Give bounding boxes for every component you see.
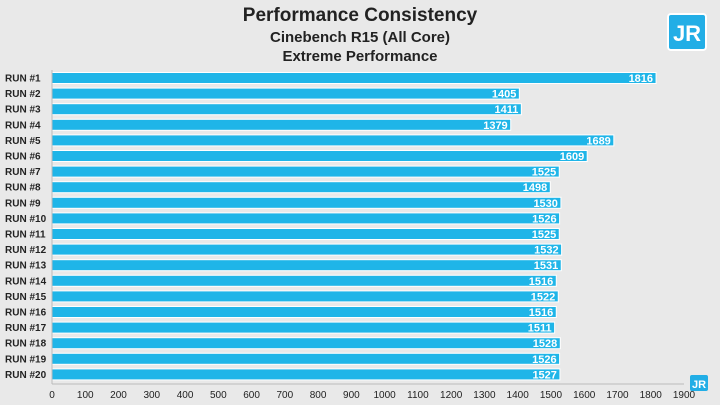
data-label: 1411 bbox=[494, 104, 518, 116]
x-axis: 0 100 200 300 400 500 600 700 800 900 1000 1100 1200… bbox=[49, 70, 696, 401]
data-label: 1511 bbox=[528, 323, 552, 335]
bar-series bbox=[51, 72, 657, 381]
x-tick-label: 1300 bbox=[473, 390, 496, 401]
chart-subtitle-2: Extreme Performance bbox=[282, 48, 437, 65]
bar-run-15 bbox=[51, 290, 559, 303]
category-labels: RUN #1 RUN #2 RUN #3 RUN #4 RUN #5 RUN #6 RUN … bbox=[5, 74, 47, 381]
category-label: RUN #10 bbox=[5, 214, 47, 225]
logo: JR bbox=[667, 13, 707, 51]
logo-badge bbox=[667, 13, 707, 51]
bar-run-10 bbox=[51, 212, 561, 225]
x-tick-label: 1000 bbox=[374, 390, 397, 401]
x-tick-label: 1200 bbox=[440, 390, 463, 401]
x-tick-label: 200 bbox=[110, 390, 127, 401]
category-label: RUN #20 bbox=[5, 370, 47, 381]
data-label: 1816 bbox=[629, 73, 653, 85]
data-label: 1609 bbox=[560, 151, 584, 163]
x-tick-label: 1600 bbox=[573, 390, 596, 401]
x-tick-label: 900 bbox=[343, 390, 360, 401]
category-label: RUN #9 bbox=[5, 198, 41, 209]
data-label: 1689 bbox=[586, 135, 610, 147]
data-label: 1528 bbox=[533, 338, 557, 350]
bar-run-7 bbox=[51, 165, 560, 178]
bar-run-6 bbox=[51, 150, 588, 162]
bar-run-16 bbox=[51, 306, 557, 318]
bar-run-2 bbox=[51, 87, 520, 100]
bar-run-4 bbox=[51, 118, 512, 131]
bar-run-14 bbox=[51, 274, 557, 287]
bar-run-12 bbox=[51, 243, 563, 256]
category-label: RUN #2 bbox=[5, 89, 41, 100]
bar-run-18 bbox=[51, 337, 561, 350]
logo-small-badge bbox=[690, 375, 708, 391]
data-label: 1498 bbox=[523, 182, 547, 194]
x-tick-label: 800 bbox=[310, 390, 327, 401]
x-tick-label: 700 bbox=[276, 390, 293, 401]
category-label: RUN #1 bbox=[5, 74, 41, 85]
x-tick-label: 1500 bbox=[540, 390, 563, 401]
category-label: RUN #6 bbox=[5, 152, 41, 163]
bar-run-3 bbox=[51, 103, 522, 116]
bar-run-11 bbox=[51, 228, 560, 240]
category-label: RUN #13 bbox=[5, 261, 47, 272]
bar-run-19 bbox=[51, 352, 561, 365]
x-tick-label: 0 bbox=[49, 390, 55, 401]
data-label: 1531 bbox=[534, 260, 558, 272]
data-label: 1527 bbox=[532, 369, 556, 381]
category-label: RUN #17 bbox=[5, 323, 47, 334]
x-tick-label: 1700 bbox=[606, 390, 629, 401]
logo-small-text: JR bbox=[692, 379, 706, 391]
category-label: RUN #19 bbox=[5, 354, 47, 365]
data-label: 1405 bbox=[492, 89, 516, 101]
x-tick-label: 100 bbox=[77, 390, 94, 401]
data-label: 1379 bbox=[483, 120, 507, 132]
data-label: 1516 bbox=[529, 307, 553, 319]
bar-run-9 bbox=[51, 196, 562, 209]
chart-title: Performance Consistency bbox=[243, 5, 478, 26]
category-label: RUN #15 bbox=[5, 292, 47, 303]
data-label: 1525 bbox=[532, 229, 556, 241]
chart-title-block: Performance Consistency Cinebench R15 (A… bbox=[243, 5, 478, 65]
data-label: 1526 bbox=[532, 213, 556, 225]
x-tick-label: 1900 bbox=[673, 390, 696, 401]
category-label: RUN #14 bbox=[5, 276, 47, 287]
x-tick-label: 1100 bbox=[407, 390, 429, 401]
logo-text: JR bbox=[673, 21, 701, 46]
category-label: RUN #7 bbox=[5, 167, 41, 178]
data-label: 1532 bbox=[534, 245, 558, 257]
bar-run-17 bbox=[51, 321, 556, 334]
category-label: RUN #12 bbox=[5, 245, 47, 256]
x-tick-label: 400 bbox=[177, 390, 194, 401]
bar-run-5 bbox=[51, 134, 615, 147]
category-label: RUN #11 bbox=[5, 230, 46, 241]
category-label: RUN #18 bbox=[5, 339, 47, 350]
data-label: 1525 bbox=[532, 167, 556, 179]
data-label: 1522 bbox=[531, 291, 555, 303]
x-tick-label: 600 bbox=[243, 390, 260, 401]
category-label: RUN #5 bbox=[5, 136, 41, 147]
logo-small: JR bbox=[690, 375, 708, 391]
x-tick-label: 300 bbox=[143, 390, 160, 401]
bar-run-1 bbox=[51, 72, 657, 84]
category-label: RUN #16 bbox=[5, 308, 47, 319]
x-tick-label: 1800 bbox=[640, 390, 663, 401]
bar-run-20 bbox=[51, 368, 561, 381]
chart-subtitle-1: Cinebench R15 (All Core) bbox=[270, 29, 450, 46]
x-tick-label: 1400 bbox=[507, 390, 530, 401]
x-tick-label: 500 bbox=[210, 390, 227, 401]
data-label: 1530 bbox=[533, 198, 557, 210]
bar-run-8 bbox=[51, 181, 551, 194]
category-label: RUN #8 bbox=[5, 183, 41, 194]
data-label: 1526 bbox=[532, 354, 556, 366]
category-label: RUN #4 bbox=[5, 120, 41, 131]
data-label: 1516 bbox=[529, 276, 553, 288]
bar-run-13 bbox=[51, 259, 562, 272]
category-label: RUN #3 bbox=[5, 105, 41, 116]
